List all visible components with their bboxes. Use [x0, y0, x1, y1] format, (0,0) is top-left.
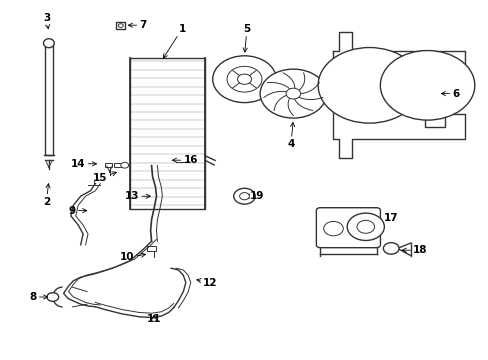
- Circle shape: [323, 221, 343, 236]
- Text: 10: 10: [120, 252, 145, 262]
- FancyBboxPatch shape: [316, 208, 380, 248]
- Circle shape: [237, 74, 251, 84]
- Text: 12: 12: [196, 278, 217, 288]
- Circle shape: [346, 213, 384, 240]
- Circle shape: [233, 188, 255, 204]
- FancyBboxPatch shape: [114, 163, 121, 167]
- Circle shape: [47, 293, 59, 301]
- Circle shape: [260, 69, 326, 118]
- Circle shape: [383, 243, 398, 254]
- FancyBboxPatch shape: [45, 43, 53, 155]
- Ellipse shape: [43, 39, 54, 48]
- Circle shape: [121, 162, 128, 168]
- Text: 15: 15: [93, 172, 116, 183]
- Text: 13: 13: [124, 191, 150, 201]
- Text: 4: 4: [286, 122, 294, 149]
- Circle shape: [285, 88, 300, 99]
- Text: 11: 11: [146, 314, 161, 324]
- Polygon shape: [129, 58, 205, 209]
- Circle shape: [226, 66, 262, 92]
- Text: 14: 14: [71, 159, 96, 169]
- Text: 8: 8: [29, 292, 47, 302]
- Circle shape: [356, 220, 374, 233]
- Circle shape: [166, 158, 175, 165]
- Text: 9: 9: [68, 206, 86, 216]
- FancyBboxPatch shape: [116, 22, 125, 29]
- FancyBboxPatch shape: [146, 246, 155, 251]
- Text: 5: 5: [243, 24, 250, 52]
- Text: 16: 16: [172, 155, 198, 165]
- Circle shape: [212, 56, 276, 103]
- FancyBboxPatch shape: [105, 163, 112, 167]
- Circle shape: [380, 50, 474, 120]
- Text: 1: 1: [163, 24, 185, 58]
- Circle shape: [318, 48, 420, 123]
- Text: 2: 2: [43, 184, 50, 207]
- Text: 6: 6: [441, 89, 459, 99]
- Circle shape: [239, 193, 249, 200]
- Text: 18: 18: [402, 245, 427, 255]
- Circle shape: [118, 24, 123, 27]
- Text: 3: 3: [43, 13, 50, 29]
- Text: 19: 19: [245, 191, 263, 201]
- Text: 17: 17: [372, 213, 398, 223]
- Text: 7: 7: [128, 20, 146, 30]
